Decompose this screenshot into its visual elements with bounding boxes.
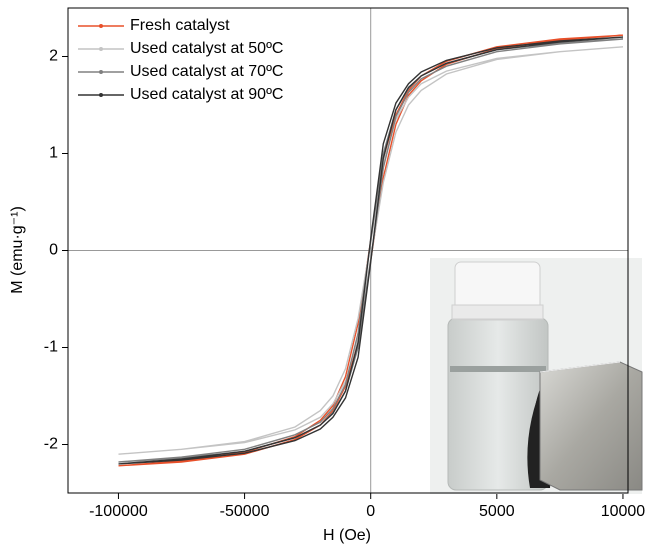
y-tick-label: -1 xyxy=(44,339,58,356)
legend-marker xyxy=(99,93,103,97)
x-tick-label: -100000 xyxy=(89,503,148,520)
series-line xyxy=(118,46,624,455)
legend-marker xyxy=(99,24,103,28)
inset-photo xyxy=(430,258,643,494)
x-tick-label: 0 xyxy=(366,503,375,520)
legend-marker xyxy=(99,47,103,51)
y-axis-label: M (emu·g⁻¹) xyxy=(9,206,26,294)
x-tick-label: 5000 xyxy=(479,503,515,520)
legend-label: Used catalyst at 90ºC xyxy=(130,86,283,103)
series-line xyxy=(118,36,624,465)
y-tick-label: 1 xyxy=(49,145,58,162)
y-tick-label: 0 xyxy=(49,242,58,259)
legend-marker xyxy=(99,70,103,74)
x-tick-label: -50000 xyxy=(220,503,270,520)
legend-label: Fresh catalyst xyxy=(130,17,230,34)
y-tick-label: -2 xyxy=(44,436,58,453)
x-tick-label: 10000 xyxy=(601,503,646,520)
legend-label: Used catalyst at 70ºC xyxy=(130,63,283,80)
y-tick-label: 2 xyxy=(49,48,58,65)
legend-label: Used catalyst at 50ºC xyxy=(130,40,283,57)
plot-frame xyxy=(67,7,629,494)
x-axis-label: H (Oe) xyxy=(323,527,371,544)
